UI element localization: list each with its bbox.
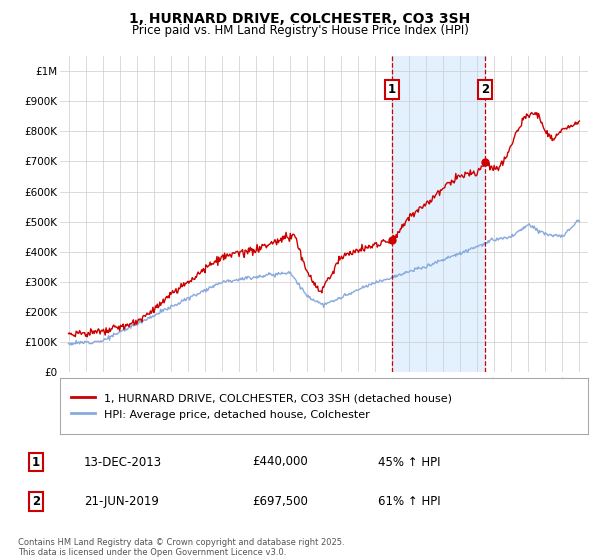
Text: Contains HM Land Registry data © Crown copyright and database right 2025.
This d: Contains HM Land Registry data © Crown c… — [18, 538, 344, 557]
Text: £440,000: £440,000 — [252, 455, 308, 469]
Text: 45% ↑ HPI: 45% ↑ HPI — [378, 455, 440, 469]
Text: 1, HURNARD DRIVE, COLCHESTER, CO3 3SH: 1, HURNARD DRIVE, COLCHESTER, CO3 3SH — [130, 12, 470, 26]
Text: 13-DEC-2013: 13-DEC-2013 — [84, 455, 162, 469]
Text: 2: 2 — [32, 494, 40, 508]
Text: 1: 1 — [32, 455, 40, 469]
Text: 21-JUN-2019: 21-JUN-2019 — [84, 494, 159, 508]
Text: 2: 2 — [481, 83, 490, 96]
Legend: 1, HURNARD DRIVE, COLCHESTER, CO3 3SH (detached house), HPI: Average price, deta: 1, HURNARD DRIVE, COLCHESTER, CO3 3SH (d… — [71, 393, 452, 419]
Text: 61% ↑ HPI: 61% ↑ HPI — [378, 494, 440, 508]
Bar — [392, 56, 485, 372]
Text: 1: 1 — [388, 83, 395, 96]
Text: Price paid vs. HM Land Registry's House Price Index (HPI): Price paid vs. HM Land Registry's House … — [131, 24, 469, 37]
Text: £697,500: £697,500 — [252, 494, 308, 508]
